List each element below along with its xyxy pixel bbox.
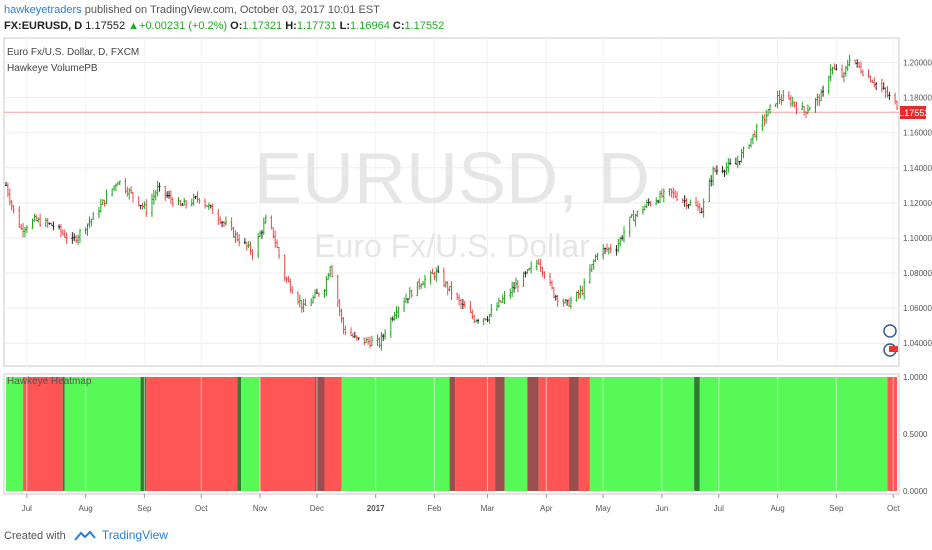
time-tick-label: Jun [655, 504, 668, 513]
watermark-symbol: EURUSD, D [254, 139, 650, 219]
tradingview-logo-icon [74, 530, 96, 541]
open-label: O: [230, 20, 243, 32]
chart-canvas[interactable]: EURUSD, D Euro Fx/U.S. Dollar Euro Fx/U.… [0, 0, 932, 525]
time-tick-label: Jul [714, 504, 724, 513]
close-label: C: [392, 20, 405, 32]
symbol-label: FX:EURUSD, D [4, 20, 83, 32]
heatmap-segment-darkgreen [237, 377, 242, 491]
heatmap-segment-darkgreen [140, 377, 147, 491]
price-tick-label: 1.20000 [903, 59, 932, 68]
event-icons[interactable] [883, 324, 898, 357]
created-text: Created with [4, 530, 66, 542]
heatmap-segment-green [241, 377, 261, 491]
high-label: H: [285, 20, 297, 32]
heatmap-segment-darkred [449, 377, 456, 491]
heatmap-segment-red [260, 377, 316, 491]
price-badge-text: 1.17552 [897, 108, 930, 118]
heatmap-segment-green [504, 377, 528, 491]
price-tick-label: 1.18000 [903, 94, 932, 103]
heatmap-segment-darkred [569, 377, 579, 491]
change-value: +0.00231 (+0.2%) [139, 20, 228, 32]
heatmap-segment-red [538, 377, 570, 491]
heatmap-segment-red [23, 377, 63, 491]
arrow-up-icon: ▲ [128, 20, 140, 32]
time-tick-label: Apr [540, 504, 553, 513]
price-axis[interactable]: 1.20000 1.18000 1.16000 1.14000 1.12000 1.100… [903, 59, 932, 349]
author-link[interactable]: hawkeyetraders [4, 4, 82, 16]
heatmap-segment-darkred [527, 377, 539, 491]
heatmap-segment-green [699, 377, 888, 491]
price-tick-label: 1.10000 [903, 234, 932, 243]
heatmap-segment-darkred [495, 377, 505, 491]
tradingview-link[interactable]: TradingView [101, 528, 168, 542]
heatmap-segment-red [578, 377, 590, 491]
heatmap-segment-darkred [315, 377, 325, 491]
time-tick-label: Sep [137, 504, 152, 513]
time-tick-label: Oct [887, 504, 900, 513]
last-price: 1.17552 [85, 20, 126, 32]
heatmap-segment-red [455, 377, 496, 491]
heatmap-tick-label: 0.0000 [903, 487, 928, 496]
price-tick-label: 1.14000 [903, 164, 932, 173]
heatmap-tick-label: 0.5000 [903, 430, 928, 439]
flag-icon [889, 346, 898, 352]
heatmap-segment-green [6, 377, 24, 491]
price-tick-label: 1.06000 [903, 304, 932, 313]
dividend-event-icon[interactable] [883, 324, 897, 338]
quote-line: FX:EURUSD, D 1.17552 ▲+0.00231 (+0.2%) O… [4, 20, 444, 32]
heatmap-segment-green [589, 377, 695, 491]
time-tick-label: Nov [253, 504, 267, 513]
heatmap-segment-red [887, 377, 897, 491]
heatmap-pane[interactable]: Hawkeye Heatmap 1.0000 0.5000 0.0000 [3, 373, 928, 496]
low-label: L: [339, 20, 351, 32]
footer: Created with TradingView [4, 528, 168, 542]
time-tick-label: Aug [79, 504, 93, 513]
series-title: Euro Fx/U.S. Dollar, D, FXCM [7, 47, 139, 58]
price-pane[interactable]: EURUSD, D Euro Fx/U.S. Dollar Euro Fx/U.… [3, 37, 932, 367]
price-tick-label: 1.04000 [903, 339, 932, 348]
indicator-name: Hawkeye VolumePB [7, 63, 98, 74]
heatmap-tick-label: 1.0000 [903, 373, 928, 382]
price-tick-label: 1.08000 [903, 269, 932, 278]
heatmap-title: Hawkeye Heatmap [7, 376, 92, 387]
time-tick-label: May [596, 504, 611, 513]
price-tick-label: 1.16000 [903, 129, 932, 138]
price-badge [900, 106, 926, 119]
open-value: 1.17321 [242, 20, 283, 32]
price-tick-label: 1.12000 [903, 199, 932, 208]
high-value: 1.17731 [296, 20, 337, 32]
heatmap-gridlines [26, 377, 894, 491]
heatmap-segments [6, 377, 897, 491]
heatmap-axis[interactable]: 1.0000 0.5000 0.0000 [903, 373, 928, 496]
candle-series [5, 54, 898, 351]
publish-text: published on TradingView.com, October 03… [84, 4, 380, 16]
heatmap-segment-red [146, 377, 238, 491]
time-tick-label: 2017 [367, 504, 385, 513]
watermark-name: Euro Fx/U.S. Dollar [314, 228, 590, 264]
heatmap-segment-red [324, 377, 342, 491]
publish-info: hawkeyetraders published on TradingView.… [4, 4, 380, 16]
heatmap-segment-green [64, 377, 141, 491]
header-bar: hawkeyetraders published on TradingView.… [0, 0, 932, 36]
time-tick-label: Dec [310, 504, 324, 513]
heatmap-segment-darkgreen [694, 377, 700, 491]
time-tick-label: Oct [195, 504, 208, 513]
time-tick-label: Jul [22, 504, 32, 513]
price-pane-border [3, 37, 900, 367]
time-tick-label: Sep [829, 504, 844, 513]
time-axis[interactable]: Jul Aug Sep Oct Nov Dec 2017 Feb Mar Apr May Jun Jul… [22, 494, 900, 513]
low-value: 1.16964 [350, 20, 390, 32]
time-tick-label: Mar [481, 504, 495, 513]
time-tick-label: Feb [428, 504, 442, 513]
heatmap-segment-green [341, 377, 450, 491]
close-value: 1.17552 [404, 20, 445, 32]
time-tick-label: Aug [770, 504, 784, 513]
price-grid [4, 38, 899, 366]
heatmap-segment-darkgreen [62, 377, 65, 491]
